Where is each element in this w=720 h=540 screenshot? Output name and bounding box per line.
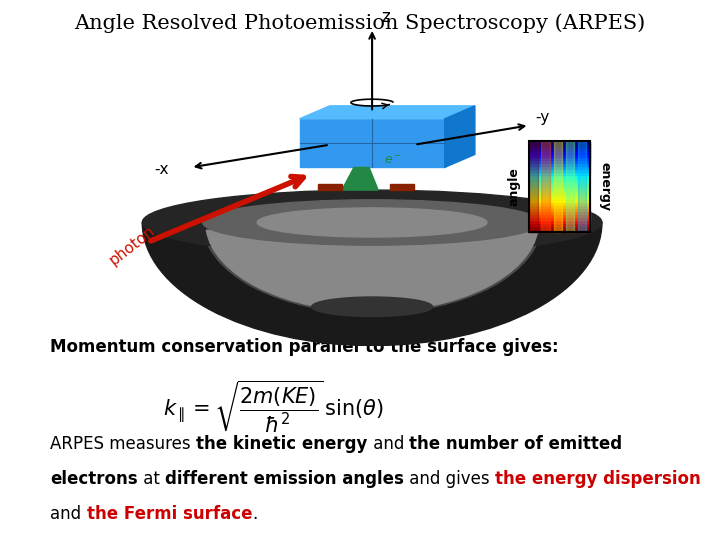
Bar — [529, 226, 590, 229]
Bar — [529, 213, 590, 217]
Text: energy: energy — [599, 163, 612, 211]
Polygon shape — [342, 167, 378, 190]
Bar — [529, 168, 590, 172]
Wedge shape — [143, 222, 602, 346]
Bar — [529, 228, 590, 232]
Bar — [529, 156, 590, 160]
Text: the number of emitted: the number of emitted — [409, 435, 622, 453]
Bar — [529, 204, 590, 208]
Bar — [529, 189, 590, 193]
Text: the kinetic energy: the kinetic energy — [197, 435, 368, 453]
Bar — [529, 201, 590, 205]
Polygon shape — [390, 184, 415, 190]
Polygon shape — [318, 184, 342, 190]
Text: e$^-$: e$^-$ — [384, 154, 402, 167]
Bar — [529, 177, 590, 181]
Bar — [529, 207, 590, 211]
Bar — [541, 141, 550, 232]
Bar — [529, 222, 590, 226]
Bar — [529, 195, 590, 199]
Text: ARPES measures: ARPES measures — [50, 435, 197, 453]
Bar — [529, 159, 590, 163]
Bar — [529, 147, 590, 151]
Bar — [529, 198, 590, 202]
Text: different emission angles: different emission angles — [165, 470, 404, 488]
Bar — [529, 141, 590, 232]
Bar — [529, 174, 590, 178]
Bar — [566, 141, 574, 232]
Text: -y: -y — [536, 110, 549, 125]
Polygon shape — [300, 106, 475, 119]
Bar — [529, 183, 590, 187]
Wedge shape — [207, 222, 538, 312]
Ellipse shape — [203, 200, 541, 245]
Bar — [529, 144, 590, 147]
Text: $k_{\parallel} = \sqrt{\dfrac{2m(KE)}{\hbar^2}}\,\sin(\theta)$: $k_{\parallel} = \sqrt{\dfrac{2m(KE)}{\h… — [163, 378, 384, 435]
Bar — [529, 153, 590, 157]
Bar — [529, 192, 590, 196]
Bar — [529, 217, 590, 220]
Bar — [529, 162, 590, 166]
Bar — [529, 150, 590, 153]
Text: at: at — [138, 470, 165, 488]
Bar — [529, 180, 590, 184]
Bar — [529, 219, 590, 223]
Bar — [529, 186, 590, 190]
Text: -x: -x — [154, 162, 169, 177]
Bar — [529, 171, 590, 175]
Text: the Fermi surface: the Fermi surface — [87, 505, 252, 523]
Bar — [529, 141, 538, 232]
Text: and gives: and gives — [404, 470, 495, 488]
Text: the energy dispersion: the energy dispersion — [495, 470, 701, 488]
Ellipse shape — [312, 297, 433, 316]
Bar — [529, 165, 590, 168]
Ellipse shape — [143, 190, 602, 255]
Text: Angle Resolved Photoemission Spectroscopy (ARPES): Angle Resolved Photoemission Spectroscop… — [74, 14, 646, 33]
Bar — [529, 141, 590, 145]
Polygon shape — [445, 106, 475, 167]
Text: Momentum conservation parallel to the surface gives:: Momentum conservation parallel to the su… — [50, 338, 559, 355]
Text: angle: angle — [508, 167, 521, 206]
Text: electrons: electrons — [50, 470, 138, 488]
Text: z: z — [381, 9, 390, 26]
Text: and: and — [50, 505, 87, 523]
Text: and: and — [368, 435, 409, 453]
Text: .: . — [252, 505, 258, 523]
Text: photon: photon — [106, 222, 158, 268]
Ellipse shape — [257, 208, 487, 237]
Bar — [300, 119, 445, 167]
Bar — [577, 141, 586, 232]
Wedge shape — [203, 222, 541, 313]
Bar — [529, 211, 590, 214]
Bar — [554, 141, 562, 232]
